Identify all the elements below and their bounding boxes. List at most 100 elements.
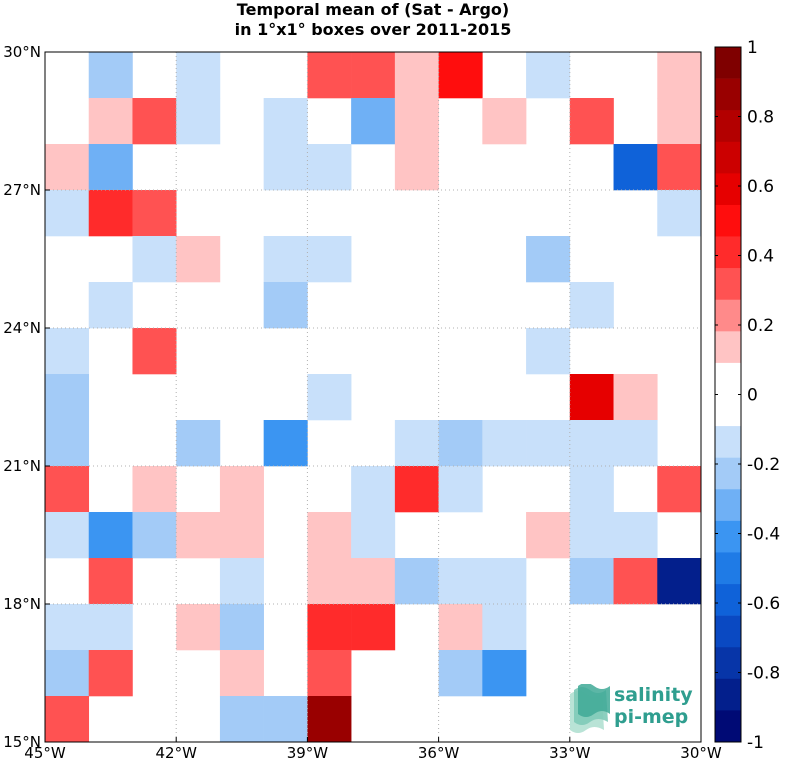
heatmap-cell — [45, 374, 90, 421]
heatmap-cell — [526, 512, 571, 559]
heatmap-cell — [45, 650, 90, 697]
heatmap-cell — [394, 144, 439, 191]
heatmap-cell — [132, 236, 177, 283]
heatmap-cell — [45, 190, 90, 237]
heatmap-cell — [307, 650, 352, 697]
heatmap-cell — [482, 650, 527, 697]
heatmap-cell — [613, 420, 658, 467]
y-tick-label: 24°N — [3, 319, 41, 337]
colorbar-tick-label: 0.8 — [747, 108, 774, 128]
heatmap-cell — [219, 696, 264, 743]
logo-text-pi-mep: pi-mep — [614, 706, 689, 728]
heatmap-cell — [657, 466, 702, 513]
heatmap-cell — [657, 190, 702, 237]
heatmap-cell — [263, 98, 308, 145]
colorbar-tick-label: 0.4 — [747, 247, 774, 267]
colorbar-level — [715, 394, 741, 427]
heatmap-cell — [482, 420, 527, 467]
logo-text-salinity: salinity — [614, 684, 693, 706]
heatmap-cell — [88, 558, 133, 605]
chart-title-line-1: Temporal mean of (Sat - Argo) — [236, 0, 510, 19]
plot-frame — [44, 51, 702, 743]
heatmap-cell — [219, 512, 264, 559]
heatmap-cell — [351, 98, 396, 145]
heatmap-cell — [351, 466, 396, 513]
heatmap-cell — [438, 52, 483, 99]
heatmap-cell — [394, 98, 439, 145]
x-tick-label: 42°W — [155, 744, 197, 762]
y-tick-label: 21°N — [3, 457, 41, 475]
y-tick-label: 27°N — [3, 181, 41, 199]
heatmap-cell — [438, 420, 483, 467]
colorbar-level — [715, 362, 741, 395]
colorbar-level — [715, 268, 741, 301]
heatmap-cell — [45, 696, 90, 743]
heatmap-cell — [88, 282, 133, 329]
heatmap-cell — [569, 512, 614, 559]
colorbar-level — [715, 678, 741, 711]
heatmap-cell — [176, 604, 221, 651]
heatmap-cell — [45, 144, 90, 191]
heatmap-cell — [657, 52, 702, 99]
heatmap-cell — [569, 282, 614, 329]
colorbar-tick-label: -1 — [747, 733, 764, 753]
heatmap-cell — [613, 374, 658, 421]
heatmap-cell — [526, 420, 571, 467]
chart-title-line-2: in 1°x1° boxes over 2011-2015 — [234, 20, 512, 39]
heatmap-cell — [526, 52, 571, 99]
heatmap-cell — [569, 420, 614, 467]
heatmap-cell — [219, 558, 264, 605]
heatmap-cell — [613, 512, 658, 559]
colorbar-level — [715, 110, 741, 143]
heatmap-cell — [438, 604, 483, 651]
colorbar-level — [715, 647, 741, 680]
colorbar-tick-label: -0.6 — [747, 594, 780, 614]
heatmap-cell — [307, 144, 352, 191]
y-tick-label: 30°N — [3, 43, 41, 61]
colorbar-tick-label: 0 — [747, 386, 758, 406]
colorbar-tick-label: -0.2 — [747, 455, 780, 475]
heatmap-cell — [438, 650, 483, 697]
colorbar-tick-label: -0.8 — [747, 664, 780, 684]
heatmap-cell — [132, 190, 177, 237]
heatmap-cell — [176, 420, 221, 467]
heatmap-cell — [176, 236, 221, 283]
heatmap-cell — [176, 512, 221, 559]
heatmap-cell — [88, 512, 133, 559]
heatmap-cell — [394, 466, 439, 513]
heatmap-cell — [351, 558, 396, 605]
heatmap-cell — [45, 466, 90, 513]
heatmap-cell — [438, 466, 483, 513]
heatmap-cell — [263, 420, 308, 467]
colorbar-level — [715, 173, 741, 206]
heatmap-cell — [394, 52, 439, 99]
colorbar-level — [715, 457, 741, 490]
heatmap-cell — [351, 52, 396, 99]
colorbar-level — [715, 584, 741, 616]
heatmap-cell — [88, 604, 133, 651]
heatmap-cell — [613, 144, 658, 191]
heatmap-cell — [88, 52, 133, 99]
heatmap-cell — [176, 52, 221, 99]
colorbar-tick-label: 0.6 — [747, 177, 774, 197]
heatmap-cell — [88, 190, 133, 237]
heatmap-cell — [88, 144, 133, 191]
heatmap-cell — [657, 144, 702, 191]
heatmap-cell — [482, 558, 527, 605]
colorbar-level — [715, 204, 741, 237]
heatmap-cell — [45, 420, 90, 467]
heatmap-cell — [132, 98, 177, 145]
heatmap-cells — [45, 52, 702, 743]
y-tick-label: 15°N — [3, 733, 41, 751]
heatmap-cell — [657, 98, 702, 145]
heatmap-cell — [394, 558, 439, 605]
heatmap-cell — [88, 650, 133, 697]
heatmap-cell — [263, 144, 308, 191]
colorbar-level — [715, 47, 741, 79]
heatmap-cell — [613, 558, 658, 605]
heatmap-cell — [307, 604, 352, 651]
heatmap-cell — [219, 604, 264, 651]
grid-lines — [45, 52, 701, 742]
x-tick-label: 33°W — [549, 744, 591, 762]
heatmap-cell — [88, 98, 133, 145]
